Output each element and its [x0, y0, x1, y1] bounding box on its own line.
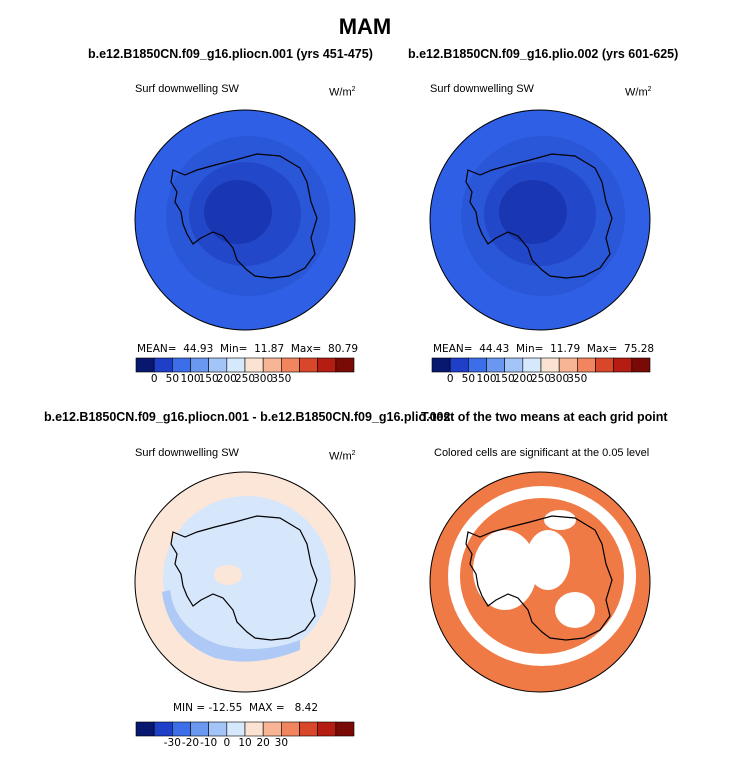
- colorbar-swatch: [135, 357, 155, 373]
- colorbar-tick-label: 300: [253, 373, 274, 385]
- colorbar-swatch: [449, 357, 469, 373]
- colorbar-swatch: [153, 721, 173, 737]
- colorbar-swatch: [317, 721, 337, 737]
- map-2-border: [429, 109, 651, 331]
- colorbar-tick-label: -10: [200, 737, 218, 749]
- colorbar-swatch: [262, 721, 282, 737]
- panel-2-variable: Surf downwelling SW: [430, 83, 534, 95]
- colorbar-tick-label: 300: [549, 373, 570, 385]
- panel-4-annotation: Colored cells are significant at the 0.0…: [434, 447, 650, 459]
- colorbar-swatch: [153, 357, 173, 373]
- colorbar-tick-label: 0: [446, 373, 454, 385]
- colorbar-swatch: [281, 721, 300, 737]
- map-1-core: [204, 180, 272, 244]
- colorbar-swatch: [468, 357, 487, 373]
- colorbar-swatch: [262, 357, 282, 373]
- colorbar-swatch: [317, 357, 337, 373]
- panel-3-variable: Surf downwelling SW: [135, 447, 239, 459]
- map-3-inner-blue: [181, 514, 313, 642]
- colorbar-2: [431, 357, 651, 373]
- colorbar-swatch: [613, 357, 633, 373]
- colorbar-tick-label: 10: [238, 737, 252, 749]
- colorbar-tick-label: 50: [461, 373, 476, 385]
- map-4-border: [429, 471, 651, 693]
- colorbar-swatch: [558, 357, 578, 373]
- colorbar-swatch: [135, 721, 155, 737]
- panel-1-stats: MEAN= 44.93 Min= 11.87 Max= 80.79: [137, 343, 359, 355]
- panel-1-unit: W/m2: [329, 86, 356, 99]
- colorbar-swatch: [281, 357, 300, 373]
- colorbar-swatch: [431, 357, 451, 373]
- colorbar-swatch: [244, 357, 264, 373]
- map-1: [134, 109, 356, 331]
- colorbar-tick-label: 350: [567, 373, 588, 385]
- colorbar-swatch: [208, 721, 228, 737]
- map-2: [429, 109, 651, 331]
- colorbar-tick-label: 0: [150, 373, 158, 385]
- colorbar-tick-label: 250: [234, 373, 256, 385]
- map-4-nonsig-south: [555, 592, 595, 628]
- colorbar-swatch: [172, 721, 191, 737]
- panel-2-unit: W/m2: [625, 86, 652, 99]
- map-4-nonsig-north: [544, 510, 576, 530]
- page-title: MAM: [338, 14, 392, 39]
- colorbar-swatch: [299, 721, 318, 737]
- colorbar-swatch: [208, 357, 228, 373]
- map-4-nonsig-ring: [448, 486, 636, 666]
- colorbar-tick-label: 250: [530, 373, 552, 385]
- colorbar-swatch: [299, 357, 318, 373]
- colorbar-swatch: [226, 357, 246, 373]
- map-1-border: [134, 109, 356, 331]
- colorbar-swatch: [595, 357, 614, 373]
- colorbar-tick-label: 200: [512, 373, 533, 385]
- colorbar-tick-label: 100: [180, 373, 201, 385]
- colorbar-swatch: [335, 721, 355, 737]
- map-4-nonsig-center: [526, 530, 570, 590]
- colorbar-swatch: [226, 721, 246, 737]
- colorbar-swatch: [190, 721, 209, 737]
- colorbar-tick-label: -20: [181, 737, 200, 749]
- colorbar-tick-label: 0: [223, 737, 231, 749]
- panel-1-variable: Surf downwelling SW: [135, 83, 239, 95]
- colorbar-swatch: [190, 357, 209, 373]
- colorbar-tick-label: -30: [163, 737, 181, 749]
- colorbar-3: [135, 721, 355, 737]
- colorbar-tick-label: 150: [198, 373, 219, 385]
- map-2-core: [499, 180, 567, 244]
- map-3-mid-blue-band: [162, 590, 300, 662]
- panel-3-title: b.e12.B1850CN.f09_g16.pliocn.001 - b.e12…: [44, 410, 451, 424]
- map-3-border: [134, 471, 356, 693]
- colorbar-swatch: [486, 357, 505, 373]
- colorbar-tick-label: 30: [274, 737, 289, 749]
- panel-3-unit: W/m2: [329, 450, 356, 463]
- map-3-peach-patch: [214, 565, 242, 585]
- colorbar-swatch: [540, 357, 560, 373]
- colorbar-swatch: [631, 357, 651, 373]
- colorbar-1: [135, 357, 355, 373]
- colorbar-tick-label: 200: [216, 373, 237, 385]
- colorbar-tick-label: 150: [494, 373, 515, 385]
- colorbar-tick-label: 350: [271, 373, 292, 385]
- colorbar-swatch: [522, 357, 542, 373]
- colorbar-tick-label: 100: [476, 373, 497, 385]
- colorbar-swatch: [577, 357, 596, 373]
- map-3: [134, 471, 356, 693]
- map-4: [429, 471, 651, 693]
- colorbar-swatch: [335, 357, 355, 373]
- colorbar-swatch: [244, 721, 264, 737]
- map-4-nonsig-west: [473, 530, 537, 610]
- panel-2-stats: MEAN= 44.43 Min= 11.79 Max= 75.28: [433, 343, 655, 355]
- panel-2-title: b.e12.B1850CN.f09_g16.plio.002 (yrs 601-…: [408, 47, 679, 61]
- colorbar-tick-label: 50: [165, 373, 180, 385]
- colorbar-tick-label: 20: [256, 737, 270, 749]
- panel-3-stats: MIN = -12.55 MAX = 8.42: [173, 702, 319, 714]
- panel-4-title: T-test of the two means at each grid poi…: [421, 410, 668, 424]
- colorbar-swatch: [172, 357, 191, 373]
- panel-1-title: b.e12.B1850CN.f09_g16.pliocn.001 (yrs 45…: [88, 47, 373, 61]
- colorbar-swatch: [504, 357, 524, 373]
